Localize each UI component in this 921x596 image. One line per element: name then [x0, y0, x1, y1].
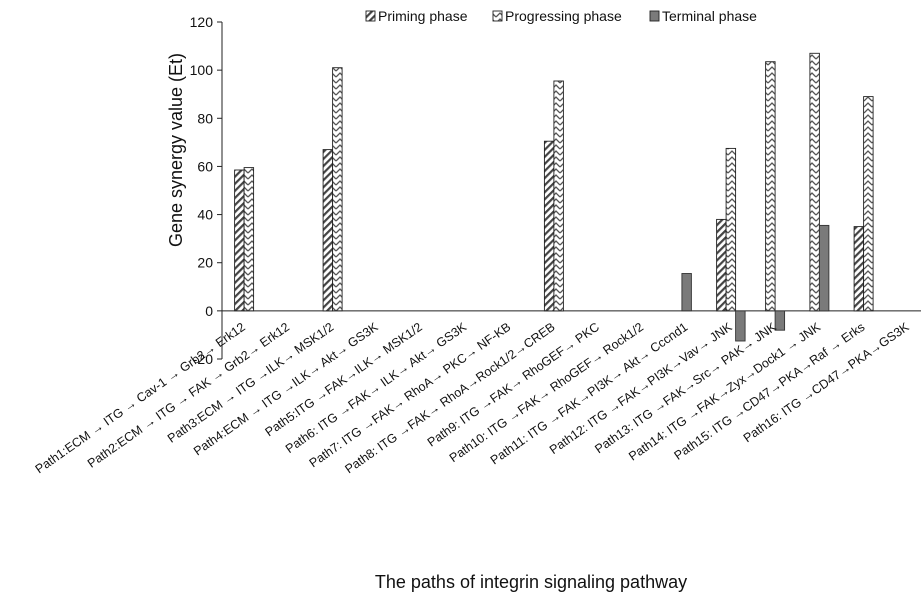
y-tick-label: 80 [197, 110, 213, 126]
x-axis-title: The paths of integrin signaling pathway [375, 572, 687, 592]
y-tick-label: 120 [190, 14, 214, 30]
x-tick-label: Path7: ITG →FAK→ RhoA→ PKC→ NF-KB [307, 320, 514, 471]
legend-label: Priming phase [378, 8, 468, 24]
bar-priming-phase [234, 169, 245, 312]
bars [234, 52, 874, 342]
legend: Priming phase Progressing phase Terminal p… [365, 8, 757, 24]
x-tick-label: Path2:ECM → ITG → FAK → Grb2→ Erk12 [85, 320, 292, 471]
y-axis-title: Gene synergy value (Et) [166, 53, 186, 247]
bar-progressing-phase [243, 167, 255, 312]
legend-label: Progressing phase [505, 8, 622, 24]
legend-swatch [365, 10, 376, 22]
bar-priming-phase [322, 149, 334, 312]
y-tick-label: 60 [197, 158, 213, 174]
bar-terminal-phase [681, 273, 692, 312]
y-tick-label: 0 [205, 303, 213, 319]
bar-priming-phase [853, 226, 865, 312]
bar-terminal-phase [818, 224, 830, 312]
legend-swatch [649, 10, 660, 22]
bar-priming-phase [716, 218, 727, 312]
bar-progressing-phase [332, 67, 343, 312]
bar-terminal-phase [735, 310, 746, 342]
bar-priming-phase [543, 140, 555, 312]
y-tick-label: 100 [190, 62, 214, 78]
y-tick-label: 20 [197, 255, 213, 271]
legend-label: Terminal phase [662, 8, 757, 24]
y-tick-label: -20 [193, 351, 213, 367]
x-axis-labels: Path1:ECM → ITG → Cav-1 → Grb2→ Erk12Pat… [33, 319, 912, 476]
bar-terminal-phase [774, 310, 786, 331]
bar-progressing-phase [725, 147, 737, 312]
bar-progressing-phase [553, 80, 564, 312]
bar-progressing-phase [863, 96, 874, 312]
bar-progressing-phase [809, 52, 820, 312]
y-tick-label: 40 [197, 207, 213, 223]
bar-progressing-phase [765, 61, 776, 312]
legend-swatch [492, 10, 503, 22]
